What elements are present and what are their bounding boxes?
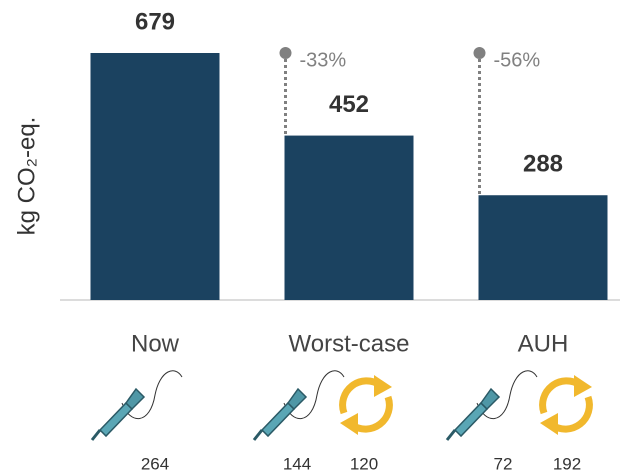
probe-icon bbox=[90, 369, 184, 442]
bar bbox=[478, 195, 608, 300]
y-axis-label: kg CO₂-eq. bbox=[13, 117, 40, 236]
change-label: -56% bbox=[494, 49, 541, 71]
x-tick-label: AUH bbox=[518, 330, 569, 357]
bar bbox=[90, 53, 220, 300]
recycle-icon bbox=[340, 375, 392, 435]
change-label: -33% bbox=[300, 49, 347, 71]
x-tick-label: Worst-case bbox=[289, 330, 410, 357]
bar bbox=[284, 135, 414, 300]
change-dot bbox=[279, 47, 292, 59]
change-dot bbox=[473, 47, 486, 59]
x-tick-label: Now bbox=[131, 330, 180, 357]
count-label: 120 bbox=[350, 454, 378, 473]
count-label: 264 bbox=[141, 454, 169, 473]
count-label: 144 bbox=[283, 454, 311, 473]
recycle-icon bbox=[540, 375, 592, 435]
count-label: 192 bbox=[553, 454, 581, 473]
value-label: 452 bbox=[329, 91, 369, 118]
value-label: 679 bbox=[135, 8, 175, 35]
value-label: 288 bbox=[523, 151, 563, 178]
count-label: 72 bbox=[494, 454, 513, 473]
probe-icon bbox=[445, 369, 539, 442]
probe-icon bbox=[252, 369, 346, 442]
